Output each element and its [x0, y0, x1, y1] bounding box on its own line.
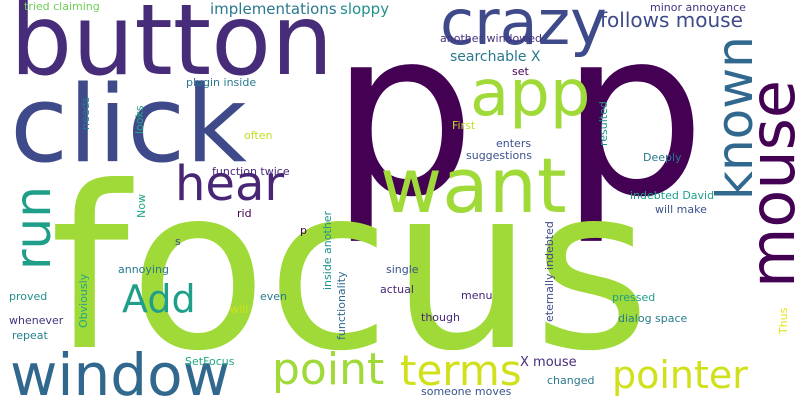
cloud-word-dialog-space: dialog space — [618, 312, 688, 325]
cloud-word-pointer: pointer — [612, 353, 748, 397]
cloud-word-pressed: pressed — [612, 291, 656, 304]
cloud-word-resulted-vertical: resulted — [597, 101, 610, 146]
cloud-word-actual: actual — [380, 283, 414, 296]
cloud-word-someone-moves: someone moves — [421, 385, 512, 398]
cloud-word-searchable-x: searchable X — [450, 49, 541, 65]
cloud-word-tried-claiming: tried claiming — [24, 0, 100, 13]
cloud-word-set: set — [512, 65, 529, 78]
cloud-word-click: click — [10, 63, 247, 186]
cloud-word-often: often — [244, 129, 273, 142]
cloud-word-crazy: crazy — [440, 0, 607, 59]
cloud-word-button: button — [10, 0, 334, 98]
cloud-word-whenever: whenever — [9, 314, 64, 327]
cloud-word-deeply: Deeply — [643, 151, 682, 164]
cloud-word-run-vertical: run — [4, 186, 62, 270]
cloud-word-point: point — [272, 344, 385, 395]
cloud-word-add: Add — [122, 277, 196, 321]
cloud-word-thus-vertical: Thus — [777, 307, 790, 334]
cloud-word-obviously-vertical: Obviously — [77, 273, 90, 328]
cloud-word-s: s — [175, 235, 181, 248]
cloud-word-want: want — [380, 141, 567, 230]
cloud-word-another-windowed: another windowed — [440, 32, 542, 45]
cloud-word-implementations: implementations — [210, 0, 337, 18]
cloud-word-hear: hear — [175, 156, 285, 212]
cloud-word-now-vertical: Now — [135, 194, 148, 218]
cloud-word-window: window — [10, 341, 231, 400]
cloud-word-menu: menu — [461, 289, 493, 302]
cloud-word-first: First — [452, 119, 476, 132]
cloud-word-function-twice: function twice — [212, 165, 290, 178]
cloud-word-setfocus: SetFocus — [185, 355, 235, 368]
cloud-word-p-small: p — [300, 224, 307, 237]
cloud-word-enters: enters — [496, 137, 532, 150]
cloud-word-p-large-left: p — [330, 0, 476, 248]
cloud-word-eternally-indebted-vertical: eternally indebted — [543, 221, 556, 322]
cloud-word-repeat: repeat — [12, 329, 48, 342]
cloud-word-functionality-vertical: functionality — [335, 271, 348, 340]
cloud-word-plugin-inside: plugin inside — [186, 76, 257, 89]
cloud-word-known-vertical: known — [706, 36, 764, 200]
cloud-word-changed: changed — [547, 374, 595, 387]
cloud-word-needs-vertical: needs — [79, 96, 92, 130]
cloud-word-sloppy: sloppy — [340, 0, 390, 18]
cloud-word-minor-annoyance: minor annoyance — [650, 1, 746, 14]
cloud-word-terms: terms — [400, 346, 522, 395]
cloud-word-suggestions: suggestions — [466, 149, 532, 162]
cloud-word-will: will — [230, 303, 249, 316]
cloud-word-will-make: will make — [655, 203, 707, 216]
cloud-word-follows-mouse: follows mouse — [600, 8, 743, 32]
cloud-word-x-mouse: X mouse — [520, 355, 577, 370]
cloud-word-p-large-right: p — [560, 0, 706, 248]
cloud-word-indebted-david: indebted David — [630, 189, 715, 202]
cloud-word-even: even — [260, 290, 288, 303]
cloud-word-focus: focus — [50, 139, 651, 400]
cloud-word-proved: proved — [9, 290, 48, 303]
cloud-word-inside-another-vertical: inside another — [321, 210, 334, 290]
cloud-word-looks-vertical: looks — [133, 105, 146, 134]
cloud-word-though: though — [421, 311, 460, 324]
cloud-word-single: single — [386, 263, 419, 276]
cloud-word-app: app — [470, 57, 591, 131]
cloud-word-rid: rid — [237, 207, 252, 220]
cloud-word-annoying: annoying — [118, 263, 169, 276]
